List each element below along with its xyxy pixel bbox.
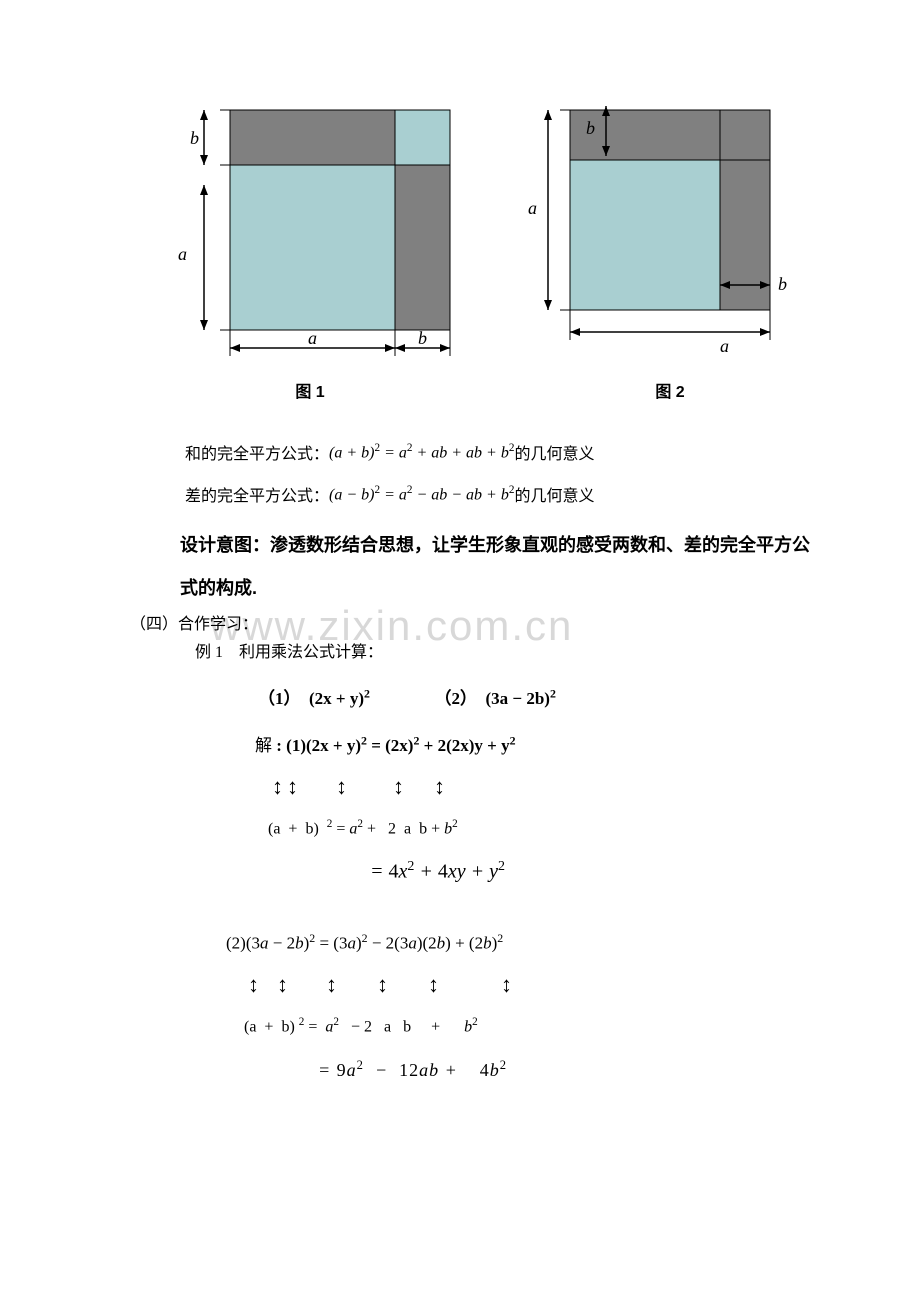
- formula-sum-prefix: 和的完全平方公式：: [185, 440, 329, 464]
- solution2-result: = 9a2 − 12ab + 4b2: [0, 1058, 920, 1081]
- formula-diff-prefix: 差的完全平方公式：: [185, 482, 329, 506]
- figure-1-caption: 图 1: [295, 378, 324, 402]
- problem-2: （2） (3a − 2b)2: [434, 689, 555, 708]
- figure-1: b a a b: [160, 100, 460, 402]
- fig1-label-b-bot: b: [418, 328, 427, 348]
- section-four-heading: （四）合作学习：: [0, 610, 920, 634]
- fig2-label-a-bot: a: [720, 336, 729, 356]
- solution1-line1: 解 : (1)(2x + y)2 = (2x)2 + 2(2x)y + y2: [0, 731, 920, 756]
- solution2-line1: (2)(3a − 2b)2 = (3a)2 − 2(3a)(2b) + (2b)…: [0, 931, 920, 954]
- formula-sum-expr: (a + b)2 = a2 + ab + ab + b2: [329, 442, 514, 462]
- figures-row: b a a b: [0, 0, 920, 402]
- fig2-label-a-left: a: [528, 198, 537, 218]
- example-label: 例 1 利用乘法公式计算：: [0, 638, 920, 662]
- formula-sum-suffix: 的几何意义: [514, 440, 594, 464]
- solution2-generic: (a + b) 2 = a2 − 2 a b + b2: [0, 1016, 920, 1036]
- solution2-arrows: ↕↕↕↕↕↕: [0, 972, 920, 998]
- fig1-label-a-left: a: [178, 244, 187, 264]
- fig1-label-a-bot: a: [308, 328, 317, 348]
- figure-2-svg: b a b a: [520, 100, 820, 360]
- problem-1: （1） (2x + y)2: [258, 689, 370, 708]
- problems-row: （1） (2x + y)2 （2） (3a − 2b)2: [0, 684, 920, 709]
- figure-2-caption: 图 2: [655, 378, 684, 402]
- formula-diff-expr: (a − b)2 = a2 − ab − ab + b2: [329, 484, 514, 504]
- solution1-result: = 4x2 + 4xy + y2: [0, 859, 920, 884]
- fig2-label-b-right: b: [778, 274, 787, 294]
- solution1-generic: (a + b) 2 = a2 + 2 a b + b2: [0, 818, 920, 838]
- fig2-label-b-top: b: [586, 118, 595, 138]
- formula-diff-line: 差的完全平方公式： (a − b)2 = a2 − ab − ab + b2 的…: [185, 482, 920, 506]
- formula-sum-line: 和的完全平方公式： (a + b)2 = a2 + ab + ab + b2 的…: [185, 440, 920, 464]
- design-intent: 设计意图：渗透数形结合思想，让学生形象直观的感受两数和、差的完全平方公式的构成.: [0, 524, 920, 610]
- figure-2: b a b a 图: [520, 100, 820, 402]
- formula-diff-suffix: 的几何意义: [514, 482, 594, 506]
- fig1-label-b-left: b: [190, 128, 199, 148]
- figure-1-svg: b a a b: [160, 100, 460, 360]
- solution1-arrows: ↕↕↕↕↕: [0, 774, 920, 800]
- formula-lines: 和的完全平方公式： (a + b)2 = a2 + ab + ab + b2 的…: [0, 440, 920, 506]
- page-content: b a a b: [0, 0, 920, 1081]
